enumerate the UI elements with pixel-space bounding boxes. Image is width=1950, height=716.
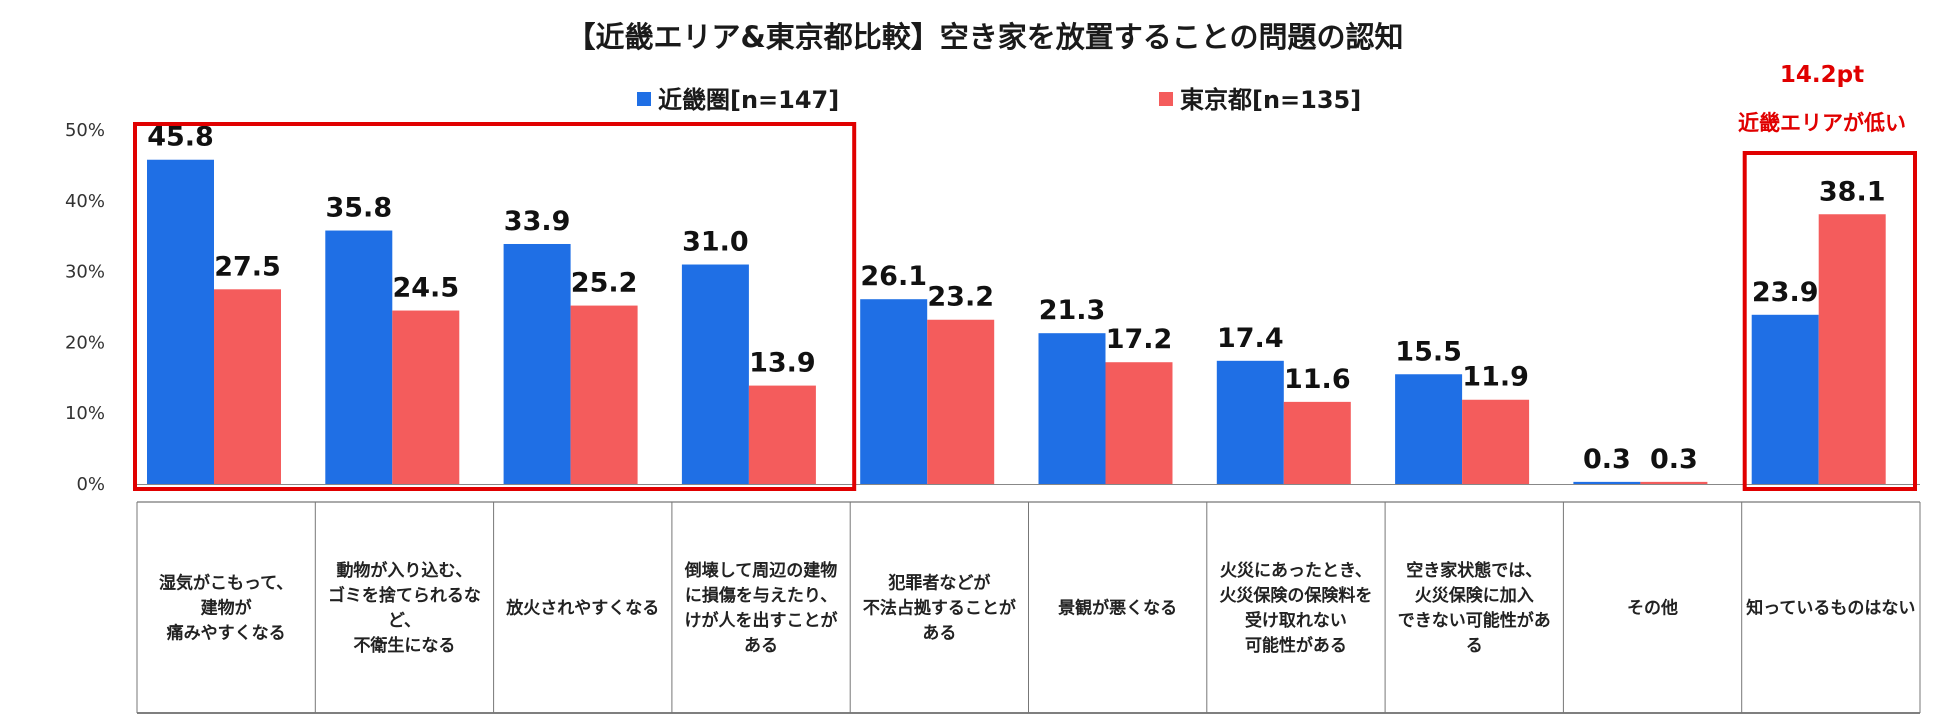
bar-kinki	[503, 243, 571, 484]
bar-tokyo	[214, 289, 281, 484]
category-label: 倒壊して周辺の建物に損傷を与えたり、けが人を出すことがある	[684, 560, 838, 656]
highlight-boxes	[133, 122, 1917, 491]
bar-kinki	[1395, 374, 1463, 484]
bar-kinki	[681, 264, 749, 484]
value-label-kinki: 15.5	[1395, 336, 1462, 367]
value-label-kinki: 0.3	[1583, 444, 1631, 475]
legend-label-tokyo: 東京都[n=135]	[1180, 86, 1361, 114]
legend-swatch-kinki	[637, 92, 651, 106]
value-label-kinki: 31.0	[682, 227, 749, 258]
category-label: 火災にあったとき、火災保険の保険料を受け取れない可能性がある	[1219, 561, 1372, 656]
bar-tokyo	[1818, 214, 1886, 484]
diff-annotation: 14.2pt	[1780, 62, 1864, 88]
value-label-tokyo: 11.6	[1284, 364, 1351, 395]
value-label-kinki: 23.9	[1752, 277, 1819, 308]
highlight-box-left	[133, 122, 857, 491]
value-label-tokyo: 38.1	[1819, 176, 1886, 207]
bars	[137, 159, 1920, 485]
value-label-kinki: 35.8	[325, 193, 392, 224]
category-label: 空き家状態では、火災保険に加入できない可能性がある	[1398, 560, 1551, 656]
bar-tokyo	[1283, 401, 1351, 484]
category-label: 湿気がこもって、建物が痛みやすくなる	[159, 573, 293, 644]
value-label-tokyo: 27.5	[214, 251, 281, 282]
category-table: 湿気がこもって、建物が痛みやすくなる動物が入り込む、ゴミを捨てられるなど、不衛生…	[136, 501, 1921, 714]
value-labels: 45.8 27.5 35.8 24.5 33.925.2 31.0 13.9 26.123.2…	[147, 122, 1885, 475]
category-label: 犯罪者などが不法占拠することがある	[863, 573, 1016, 644]
category-label: その他	[1627, 598, 1678, 619]
bar-kinki	[1216, 360, 1284, 484]
value-label-tokyo: 17.2	[1106, 324, 1173, 355]
bar-kinki	[1038, 333, 1106, 484]
value-label-tokyo: 23.2	[927, 282, 994, 313]
bar-tokyo	[392, 310, 460, 484]
bar-tokyo	[748, 385, 816, 484]
legend: 近畿圏[n=147] 東京都[n=135]	[637, 86, 1361, 114]
y-tick-label: 30%	[65, 262, 105, 283]
bar-tokyo	[927, 319, 995, 484]
y-tick-label: 10%	[65, 403, 105, 424]
y-tick-label: 20%	[65, 332, 105, 353]
value-label-kinki: 21.3	[1039, 295, 1106, 326]
y-tick-label: 50%	[65, 120, 105, 141]
category-label: 景観が悪くなる	[1058, 598, 1177, 619]
value-label-kinki: 17.4	[1217, 323, 1284, 354]
bar-tokyo	[1640, 481, 1708, 484]
bar-kinki	[1573, 481, 1641, 484]
bar-tokyo	[570, 305, 638, 484]
category-label: 放火されやすくなる	[505, 598, 659, 619]
y-tick-label: 0%	[76, 474, 105, 495]
y-tick-label: 40%	[65, 191, 105, 212]
bar-tokyo	[1462, 399, 1530, 484]
y-axis: 0% 10% 20% 30% 40% 50%	[65, 120, 105, 495]
value-label-kinki: 26.1	[860, 261, 927, 292]
bar-kinki	[860, 299, 928, 484]
value-label-tokyo: 0.3	[1650, 444, 1698, 475]
bar-tokyo	[1105, 362, 1173, 484]
bar-kinki	[147, 159, 214, 484]
chart-title: 【近畿エリア&東京都比較】空き家を放置することの問題の認知	[566, 20, 1403, 54]
legend-label-kinki: 近畿圏[n=147]	[658, 86, 839, 114]
value-label-tokyo: 24.5	[392, 273, 459, 304]
bar-kinki	[325, 230, 393, 484]
value-label-kinki: 33.9	[504, 206, 571, 237]
category-label: 動物が入り込む、ゴミを捨てられるなど、不衛生になる	[328, 560, 481, 656]
highlight-box-right	[1742, 151, 1917, 491]
value-label-tokyo: 13.9	[749, 348, 816, 379]
value-label-kinki: 45.8	[147, 122, 214, 153]
value-label-tokyo: 25.2	[571, 268, 638, 299]
bar-kinki	[1751, 314, 1819, 484]
category-label: 知っているものはない	[1745, 598, 1915, 619]
value-label-tokyo: 11.9	[1462, 362, 1529, 393]
legend-swatch-tokyo	[1159, 92, 1173, 106]
diff-note: 近畿エリアが低い	[1738, 111, 1906, 135]
